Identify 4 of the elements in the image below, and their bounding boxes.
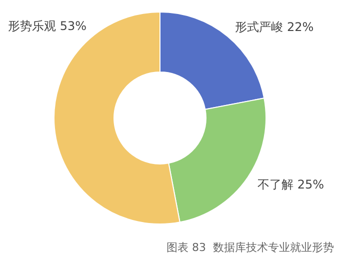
slice-label: 不了解 25% — [258, 177, 324, 192]
slice-label: 形势乐观 53% — [8, 19, 86, 33]
slice-label: 形式严峻 22% — [235, 20, 314, 34]
text: 图表 83 数据库技术专业就业形势 — [166, 240, 334, 255]
